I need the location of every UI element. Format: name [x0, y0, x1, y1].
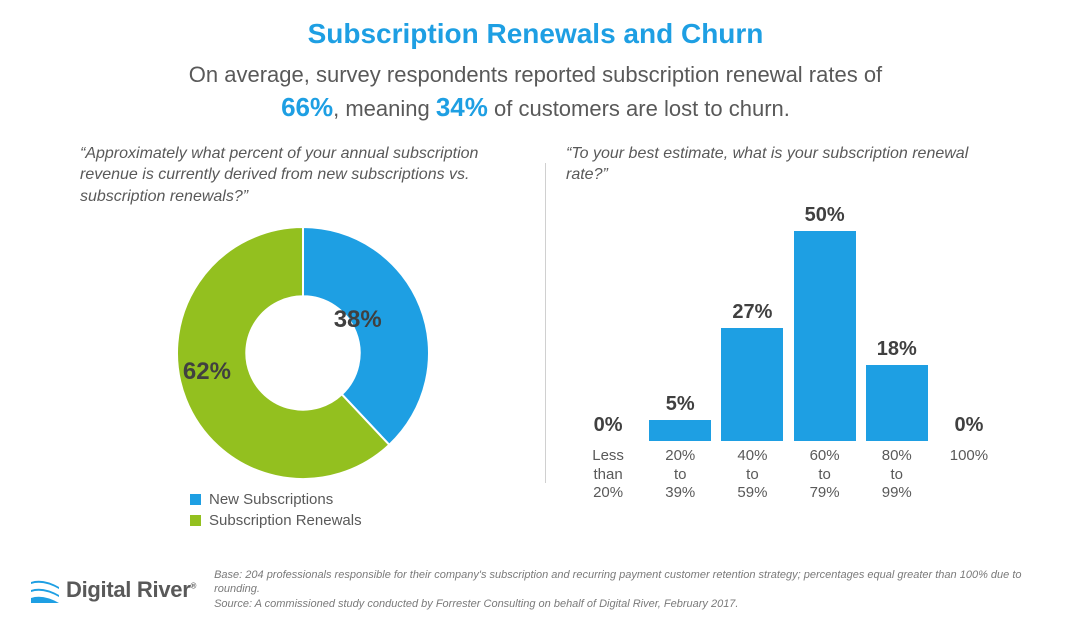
brand-logo: Digital River®	[30, 577, 196, 603]
bar-column: 0%	[937, 414, 1001, 441]
bar-rect	[649, 420, 711, 441]
bar-value-label: 0%	[954, 414, 983, 437]
left-question: “Approximately what percent of your annu…	[80, 143, 525, 208]
bar-column: 18%	[865, 338, 929, 441]
subtitle: On average, survey respondents reported …	[176, 60, 896, 125]
footer: Digital River® Base: 204 professionals r…	[30, 568, 1051, 611]
bar-category-label: 20%to39%	[648, 447, 712, 503]
donut-value-label: 38%	[334, 306, 382, 334]
donut-chart: 38% 62%	[173, 223, 433, 483]
bar-category-labels: Lessthan20%20%to39%40%to59%60%to79%80%to…	[566, 441, 1011, 503]
left-panel: “Approximately what percent of your annu…	[60, 143, 545, 533]
subtitle-prefix: On average, survey respondents reported …	[189, 62, 882, 87]
bar-column: 0%	[576, 414, 640, 441]
bar-chart: 0% 5% 27% 50% 18% 0% Lessthan20%20%to39%40%to…	[566, 201, 1011, 501]
bar-rect	[866, 365, 928, 441]
footnote-line-1: Base: 204 professionals responsible for …	[214, 568, 1051, 597]
legend-swatch	[190, 494, 201, 505]
bar-column: 27%	[720, 301, 784, 441]
subtitle-value-1: 66%	[281, 92, 333, 122]
bar-category-label: 100%	[937, 447, 1001, 503]
footnote-line-2: Source: A commissioned study conducted b…	[214, 597, 1051, 611]
bar-value-label: 0%	[594, 414, 623, 437]
bar-value-label: 5%	[666, 393, 695, 416]
subtitle-value-2: 34%	[436, 92, 488, 122]
bar-category-label: Lessthan20%	[576, 447, 640, 503]
bar-rect	[721, 328, 783, 441]
donut-legend: New Subscriptions Subscription Renewals	[190, 491, 525, 529]
content-row: “Approximately what percent of your annu…	[0, 125, 1071, 533]
bar-rect	[794, 231, 856, 441]
donut-value-label: 62%	[183, 358, 231, 386]
page-title: Subscription Renewals and Churn	[0, 0, 1071, 50]
bar-category-label: 60%to79%	[793, 447, 857, 503]
bar-category-label: 80%to99%	[865, 447, 929, 503]
legend-label: Subscription Renewals	[209, 512, 362, 529]
bar-plot-area: 0% 5% 27% 50% 18% 0%	[566, 201, 1011, 441]
bar-column: 50%	[793, 204, 857, 441]
bar-column: 5%	[648, 393, 712, 441]
brand-logo-icon	[30, 577, 60, 603]
legend-swatch	[190, 515, 201, 526]
right-panel: “To your best estimate, what is your sub…	[546, 143, 1031, 533]
subtitle-mid: , meaning	[333, 96, 436, 121]
legend-item: Subscription Renewals	[190, 512, 525, 529]
legend-item: New Subscriptions	[190, 491, 525, 508]
bar-category-label: 40%to59%	[720, 447, 784, 503]
bar-value-label: 27%	[732, 301, 772, 324]
bar-value-label: 18%	[877, 338, 917, 361]
right-question: “To your best estimate, what is your sub…	[566, 143, 1011, 186]
subtitle-suffix: of customers are lost to churn.	[488, 96, 790, 121]
bar-value-label: 50%	[805, 204, 845, 227]
legend-label: New Subscriptions	[209, 491, 333, 508]
footnote: Base: 204 professionals responsible for …	[214, 568, 1051, 611]
brand-logo-text: Digital River®	[66, 577, 196, 603]
